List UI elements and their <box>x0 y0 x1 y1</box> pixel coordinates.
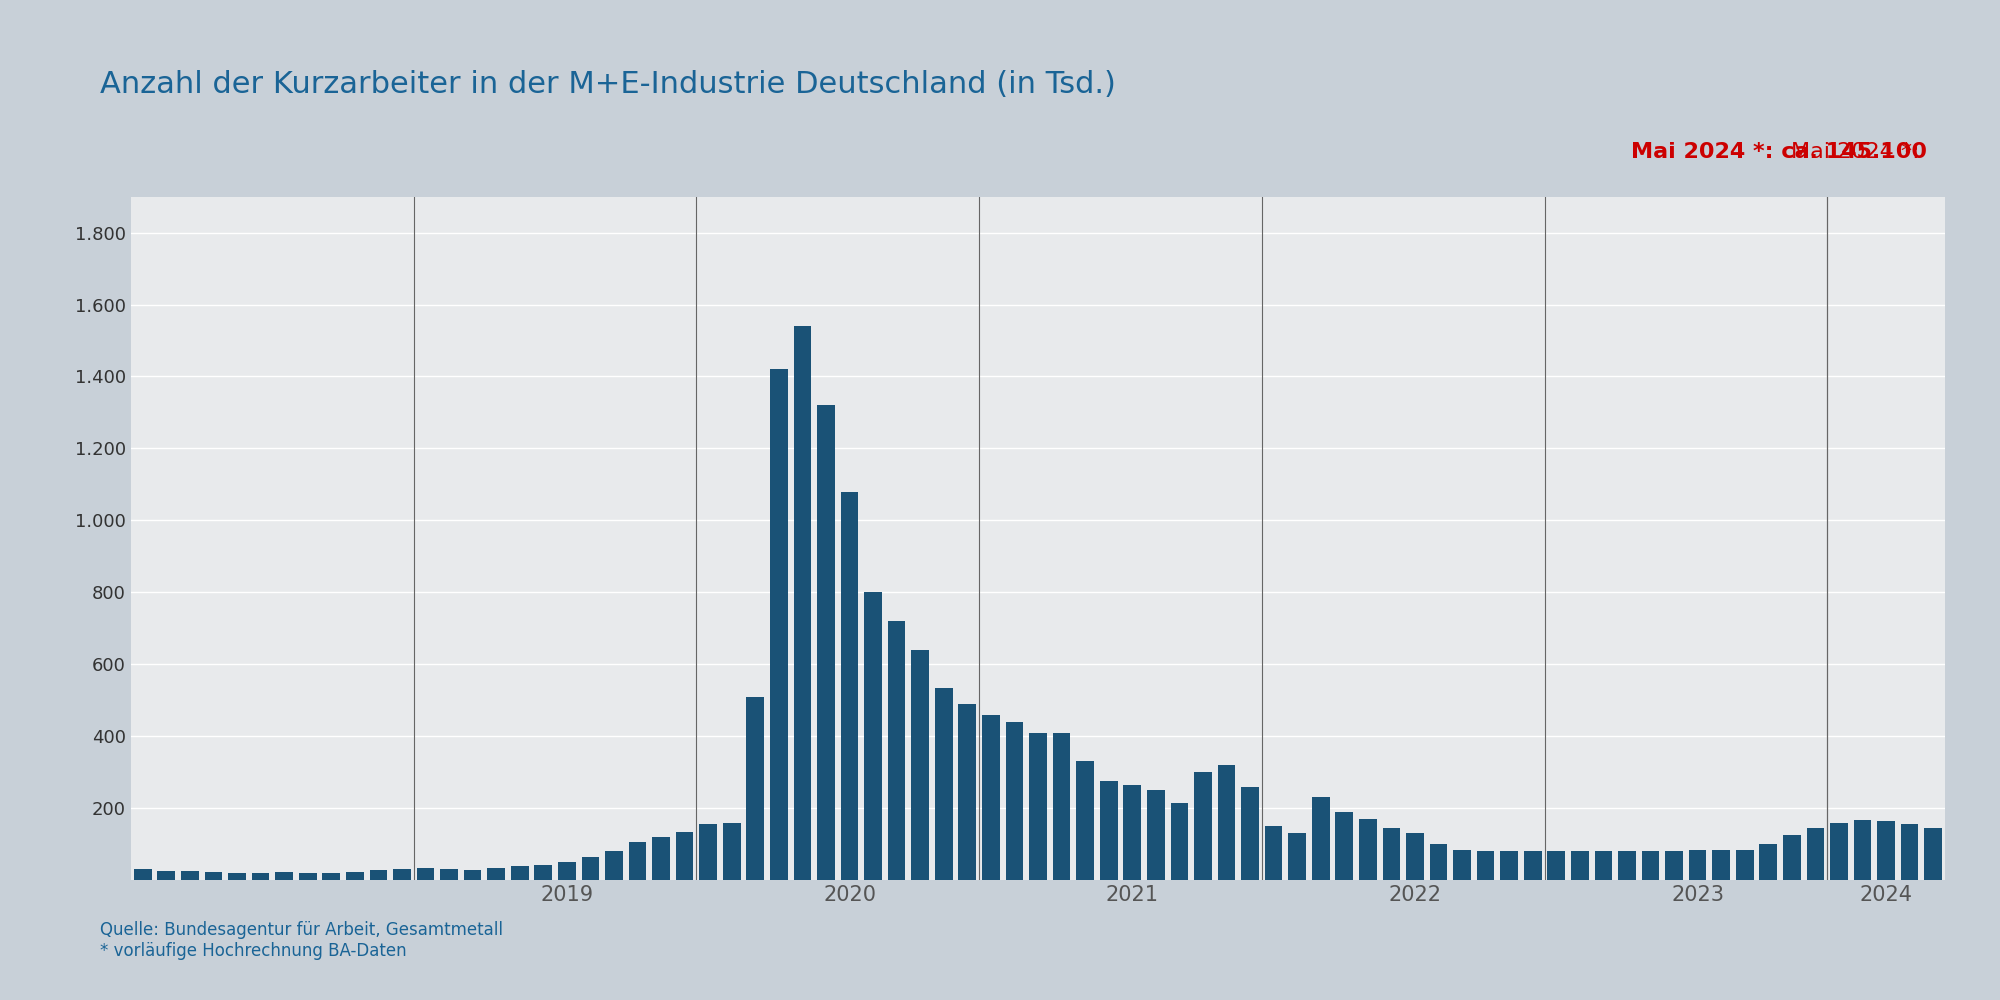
Bar <box>934 688 952 880</box>
Bar <box>1500 851 1518 880</box>
Bar <box>1924 828 1942 880</box>
Bar <box>1618 851 1636 880</box>
Bar <box>534 865 552 880</box>
Bar <box>204 872 222 880</box>
Bar <box>1736 850 1754 880</box>
Bar <box>1146 790 1164 880</box>
Bar <box>1476 851 1494 880</box>
Bar <box>134 869 152 880</box>
Bar <box>1358 819 1376 880</box>
Bar <box>1642 851 1660 880</box>
Bar <box>252 873 270 880</box>
Bar <box>1170 803 1188 880</box>
Text: Mai 2024 *: ca. 145.100: Mai 2024 *: ca. 145.100 <box>1630 142 1926 162</box>
Bar <box>1878 821 1894 880</box>
Bar <box>958 704 976 880</box>
Bar <box>158 871 176 880</box>
Bar <box>1264 826 1282 880</box>
Bar <box>652 837 670 880</box>
Bar <box>676 832 694 880</box>
Bar <box>912 650 930 880</box>
Bar <box>1312 797 1330 880</box>
Text: Anzahl der Kurzarbeiter in der M+E-Industrie Deutschland (in Tsd.): Anzahl der Kurzarbeiter in der M+E-Indus… <box>100 70 1116 99</box>
Bar <box>394 869 410 880</box>
Bar <box>1454 850 1470 880</box>
Bar <box>700 824 718 880</box>
Bar <box>1336 812 1354 880</box>
Bar <box>888 621 906 880</box>
Bar <box>1288 833 1306 880</box>
Bar <box>1784 835 1800 880</box>
Bar <box>1548 851 1566 880</box>
Bar <box>746 697 764 880</box>
Bar <box>1806 828 1824 880</box>
Bar <box>1242 787 1258 880</box>
Bar <box>794 326 812 880</box>
Bar <box>346 872 364 880</box>
Bar <box>1712 850 1730 880</box>
Bar <box>1052 733 1070 880</box>
Bar <box>818 405 834 880</box>
Bar <box>510 866 528 880</box>
Bar <box>298 873 316 880</box>
Bar <box>1760 844 1778 880</box>
Bar <box>606 851 622 880</box>
Bar <box>228 873 246 880</box>
Bar <box>864 592 882 880</box>
Bar <box>1854 820 1872 880</box>
Bar <box>1006 722 1024 880</box>
Bar <box>1218 765 1236 880</box>
Bar <box>488 868 504 880</box>
Bar <box>1900 824 1918 880</box>
Bar <box>464 870 482 880</box>
Bar <box>1194 772 1212 880</box>
Bar <box>982 715 1000 880</box>
Bar <box>1406 833 1424 880</box>
Bar <box>1124 785 1142 880</box>
Bar <box>1830 823 1848 880</box>
Bar <box>1382 828 1400 880</box>
Bar <box>440 869 458 880</box>
Bar <box>276 872 292 880</box>
Bar <box>628 842 646 880</box>
Bar <box>1688 850 1706 880</box>
Bar <box>770 369 788 880</box>
Text: Quelle: Bundesagentur für Arbeit, Gesamtmetall
* vorläufige Hochrechnung BA-Date: Quelle: Bundesagentur für Arbeit, Gesamt… <box>100 921 504 960</box>
Bar <box>182 871 198 880</box>
Bar <box>582 857 600 880</box>
Bar <box>840 492 858 880</box>
Bar <box>1030 733 1046 880</box>
Bar <box>1100 781 1118 880</box>
Bar <box>1594 851 1612 880</box>
Text: Mai 2024 *:: Mai 2024 *: <box>1792 142 1926 162</box>
Bar <box>370 870 388 880</box>
Bar <box>1430 844 1448 880</box>
Bar <box>558 862 576 880</box>
Bar <box>1524 851 1542 880</box>
Bar <box>1572 851 1588 880</box>
Bar <box>416 868 434 880</box>
Bar <box>322 873 340 880</box>
Bar <box>1076 761 1094 880</box>
Bar <box>722 823 740 880</box>
Bar <box>1666 851 1682 880</box>
